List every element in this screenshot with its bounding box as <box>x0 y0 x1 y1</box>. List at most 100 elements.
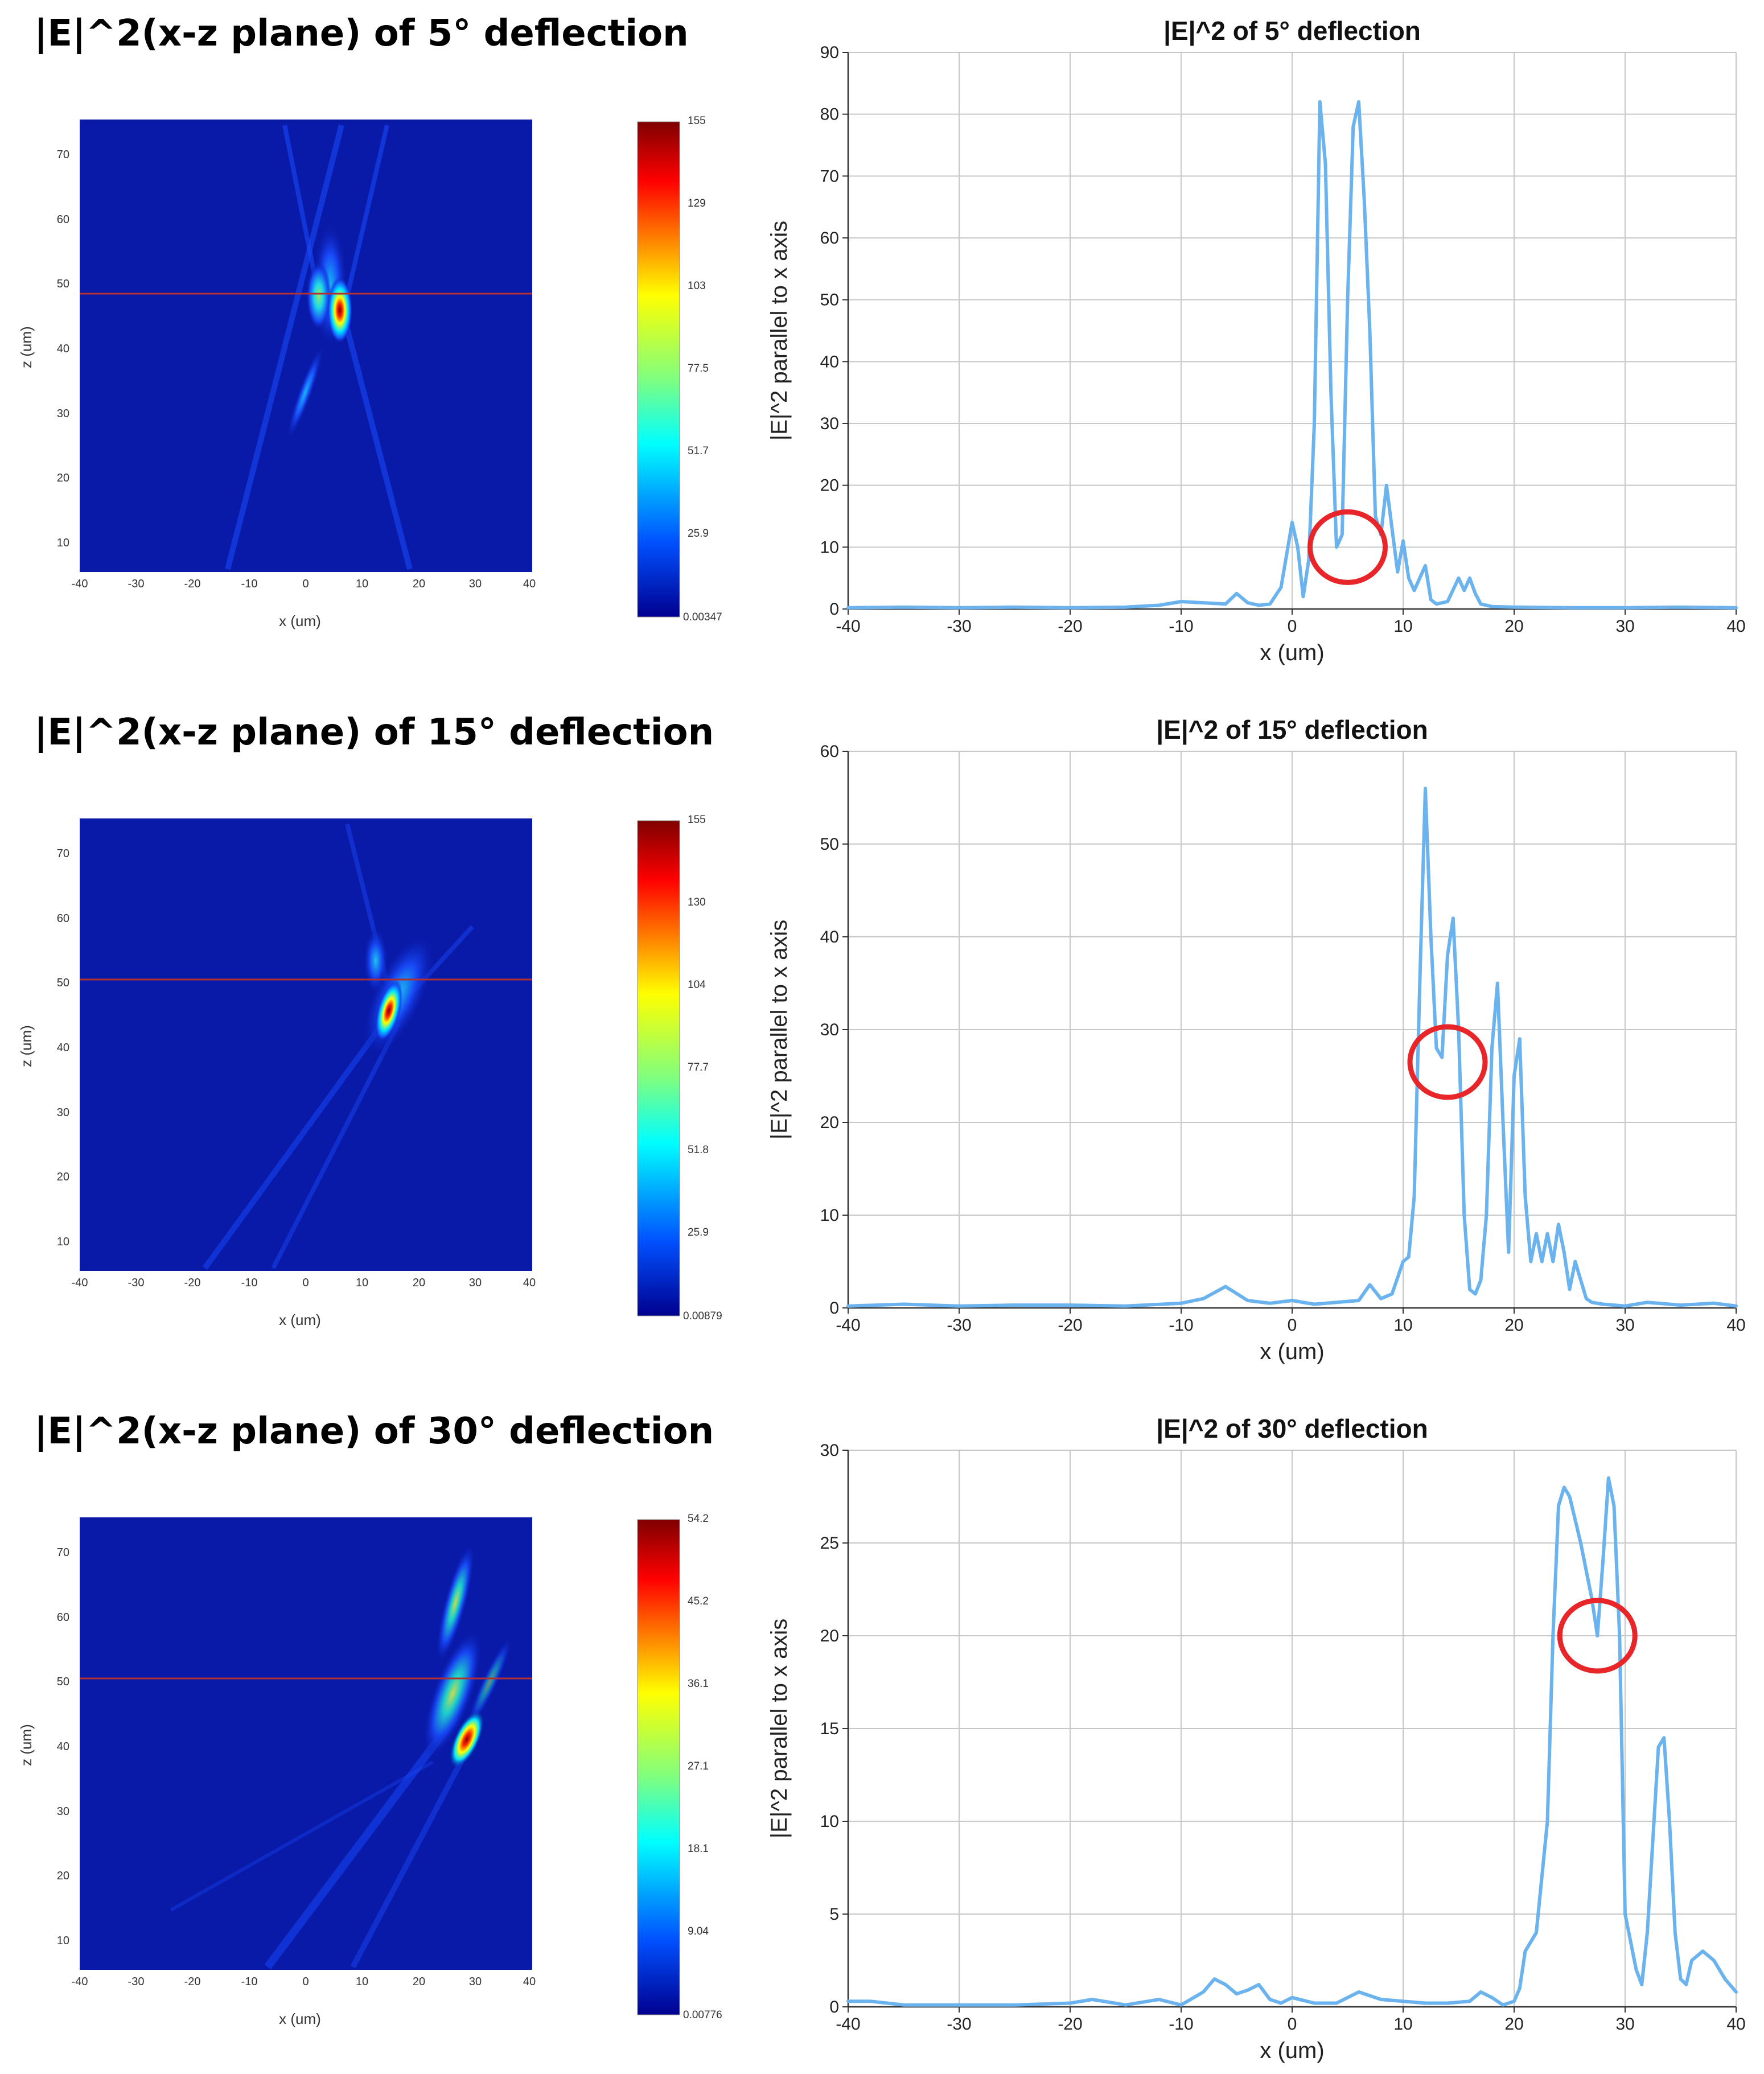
colorbar-tick: 51.8 <box>688 1144 709 1156</box>
x-axis-label: x (um) <box>1260 2038 1324 2063</box>
x-tick-label: -20 <box>1058 617 1082 636</box>
colorbar-tick: 45.2 <box>688 1595 709 1607</box>
x-tick-label: 10 <box>1393 1316 1412 1335</box>
line-chart-5deg: |E|^2 of 5° deflection -40 -30 -20 -10 0 10 20 3… <box>767 16 1746 665</box>
x-tick-label: 20 <box>1504 1316 1523 1335</box>
x-tick: -30 <box>128 578 145 590</box>
z-axis-label: z (um) <box>18 1025 35 1067</box>
field-beams <box>170 1542 513 1970</box>
z-tick: 20 <box>57 1870 69 1882</box>
y-tick-label: 0 <box>829 1998 839 2017</box>
x-tick-label: 0 <box>1288 617 1297 636</box>
hotspot <box>449 1710 484 1768</box>
heatmap-panel-30deg: -40 -30 -20 -10 0 10 20 30 40 70 60 50 4… <box>18 1513 722 2027</box>
y-tick-label: 60 <box>820 742 839 761</box>
colorbar-tick: 104 <box>688 979 706 991</box>
x-tick: -10 <box>241 1976 258 1988</box>
x-tick-label: 0 <box>1288 2015 1297 2034</box>
x-tick-label: -30 <box>947 617 971 636</box>
y-tick-label: 15 <box>820 1719 839 1738</box>
z-tick: 70 <box>57 1546 69 1559</box>
y-tick-label: 60 <box>820 229 839 248</box>
x-tick-label: -10 <box>1169 1316 1193 1335</box>
z-axis-label: z (um) <box>18 1724 35 1766</box>
x-tick-label: -40 <box>836 1316 860 1335</box>
z-tick: 50 <box>57 1676 69 1688</box>
x-tick: 0 <box>302 1976 309 1988</box>
x-tick: -20 <box>184 1976 201 1988</box>
y-tick-label: 30 <box>820 414 839 433</box>
x-tick: -30 <box>128 1976 145 1988</box>
z-tick: 40 <box>57 343 69 355</box>
x-tick: 10 <box>356 1976 368 1988</box>
y-tick-label: 20 <box>820 1627 839 1645</box>
y-tick-label: 40 <box>820 928 839 947</box>
x-tick-label: 40 <box>1726 1316 1745 1335</box>
colorbar-tick: 25.9 <box>688 528 709 540</box>
x-tick: -40 <box>72 578 88 590</box>
x-axis-label: x (um) <box>1260 1339 1324 1364</box>
colorbar-ticks: 155 130 104 77.7 51.8 25.9 0.00879 <box>683 814 722 1322</box>
y-tick-label: 0 <box>829 1299 839 1318</box>
colorbar-tick: 9.04 <box>688 1925 709 1937</box>
heatmap-title: |E|^2(x-z plane) of 5° deflection <box>34 13 689 55</box>
y-tick-label: 5 <box>829 1905 839 1924</box>
x-tick-label: 0 <box>1288 1316 1297 1335</box>
x-tick: -10 <box>241 1277 258 1289</box>
x-tick: 20 <box>413 578 425 590</box>
x-tick: 40 <box>523 1277 536 1289</box>
line-chart-30deg: |E|^2 of 30° deflection -40 -30 -20 -10 0 10 20… <box>767 1414 1746 2063</box>
x-tick: -30 <box>128 1277 145 1289</box>
z-tick: 50 <box>57 278 69 290</box>
colorbar-tick: 0.00879 <box>683 1310 722 1322</box>
x-tick: 0 <box>302 578 309 590</box>
colorbar-tick: 51.7 <box>688 445 709 457</box>
x-tick-label: -20 <box>1058 2015 1082 2034</box>
z-tick: 20 <box>57 472 69 484</box>
x-axis-ticks: -40 -30 -20 -10 0 10 20 30 40 <box>72 1277 536 1289</box>
z-axis-ticks: 70 60 50 40 30 20 10 <box>57 1546 69 1947</box>
heatmap-title: |E|^2(x-z plane) of 15° deflection <box>34 711 714 754</box>
x-tick: -20 <box>184 1277 201 1289</box>
x-axis-label: x (um) <box>279 612 321 629</box>
z-tick: 30 <box>57 1805 69 1818</box>
colorbar-tick: 36.1 <box>688 1678 709 1690</box>
colorbar <box>637 121 680 618</box>
colorbar-tick: 27.1 <box>688 1760 709 1772</box>
y-tick-label: 10 <box>820 538 839 557</box>
y-tick-label: 25 <box>820 1534 839 1553</box>
x-tick-label: -40 <box>836 617 860 636</box>
x-tick: 20 <box>413 1277 425 1289</box>
y-tick-label: 30 <box>820 1441 839 1460</box>
y-tick-label: 40 <box>820 352 839 371</box>
x-tick-label: -10 <box>1169 2015 1193 2034</box>
z-tick: 10 <box>57 1935 69 1947</box>
highlight-circle <box>1407 1024 1488 1100</box>
x-tick: 40 <box>523 1976 536 1988</box>
x-tick: 0 <box>302 1277 309 1289</box>
z-tick: 10 <box>57 1236 69 1248</box>
y-tick-label: 20 <box>820 1113 839 1132</box>
heatmap-area <box>80 120 532 572</box>
x-tick: 40 <box>523 578 536 590</box>
x-tick-label: 30 <box>1615 617 1634 636</box>
z-axis-ticks: 70 60 50 40 30 20 10 <box>57 847 69 1248</box>
x-tick-label: 30 <box>1615 2015 1634 2034</box>
z-tick: 70 <box>57 847 69 860</box>
y-tick-label: 10 <box>820 1206 839 1225</box>
heatmap-title: |E|^2(x-z plane) of 30° deflection <box>34 1410 714 1452</box>
colorbar-tick: 0.00347 <box>683 611 722 623</box>
x-tick: 10 <box>356 578 368 590</box>
line-chart-15deg: |E|^2 of 15° deflection -40 -30 -20 -10 0 10 20… <box>767 715 1746 1364</box>
x-tick-label: -20 <box>1058 1316 1082 1335</box>
x-tick-label: 30 <box>1615 1316 1634 1335</box>
x-tick-label: 10 <box>1393 617 1412 636</box>
x-tick: 20 <box>413 1976 425 1988</box>
z-tick: 20 <box>57 1171 69 1183</box>
z-tick: 40 <box>57 1740 69 1753</box>
y-axis-label: |E|^2 parallel to x axis <box>767 221 792 441</box>
y-tick-label: 30 <box>820 1020 839 1039</box>
y-axis-label: |E|^2 parallel to x axis <box>767 920 792 1139</box>
chart-title: |E|^2 of 5° deflection <box>1163 16 1421 46</box>
heatmap-panel-15deg: -40 -30 -20 -10 0 10 20 30 40 70 60 50 4… <box>18 814 722 1328</box>
